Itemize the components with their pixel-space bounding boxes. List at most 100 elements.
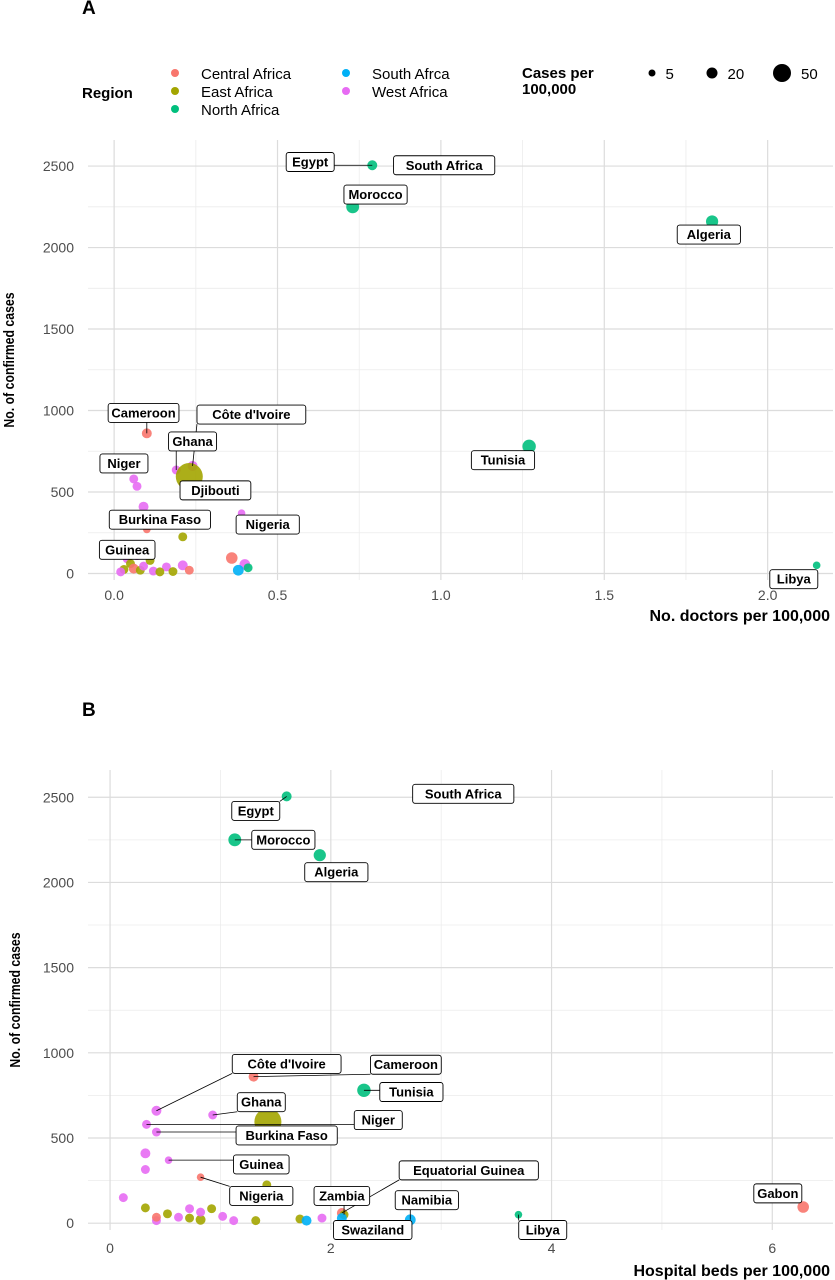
legend-label-central-africa: Central Africa	[201, 66, 292, 83]
legend-size-key-50	[773, 64, 791, 82]
point	[132, 481, 142, 491]
point	[207, 1204, 217, 1214]
panel-b: B 0 2 4 6 0 500 1000 1500 2000 2500 Hospital beds p…	[7, 700, 833, 1280]
x-tick-label: 1.5	[595, 587, 615, 603]
point	[218, 1211, 228, 1221]
label-box-tunisia	[470, 450, 536, 471]
label-guinea: Guinea	[105, 542, 150, 557]
point-libya	[812, 561, 821, 570]
label-box-niger	[99, 453, 149, 474]
label-tunisia: Tunisia	[481, 453, 526, 468]
label-leader-cameroon	[253, 1073, 371, 1078]
label-box-south-africa	[412, 783, 515, 804]
legend-label-north-africa: North Africa	[201, 102, 280, 119]
point	[196, 1207, 206, 1217]
x-tick-label: 1.0	[431, 587, 451, 603]
point	[232, 564, 244, 576]
label-box-nigeria	[229, 1185, 294, 1206]
legend-label-south-afrca: South Afrca	[372, 66, 450, 83]
point	[229, 1216, 239, 1226]
legend-region-title: Region	[82, 85, 133, 102]
label-cameroon: Cameroon	[111, 405, 175, 420]
label-cameroon: Cameroon	[374, 1057, 438, 1072]
y-tick-label: 1500	[43, 321, 74, 337]
y-tick-label: 500	[51, 1130, 75, 1146]
x-tick-label: 2.0	[758, 587, 778, 603]
x-axis-title: Hospital beds per 100,000	[633, 1263, 830, 1280]
points	[116, 159, 821, 577]
point	[251, 1216, 261, 1226]
label-libya: Libya	[526, 1223, 561, 1238]
label-box-ghana	[168, 431, 218, 452]
point	[177, 560, 188, 571]
legend-key-east-africa	[171, 87, 179, 95]
label-burkina-faso: Burkina Faso	[245, 1128, 327, 1143]
label-c-te-d-ivoire: Côte d'Ivoire	[212, 407, 290, 422]
legend-label-west-africa: West Africa	[372, 84, 448, 101]
label-box-ghana	[236, 1092, 286, 1113]
label-box-zambia	[313, 1185, 371, 1206]
label-guinea: Guinea	[239, 1157, 284, 1172]
label-leader-egypt	[279, 796, 287, 802]
label-box-guinea	[98, 539, 156, 560]
panel-a: A 0.0 0.5 1.0 1.5 2.0 0 500 1000 1500 2000 2500 No. …	[1, 0, 833, 625]
legend-size-label-50: 50	[801, 66, 818, 83]
x-tick-label: 0.5	[268, 587, 288, 603]
y-tick-label: 1500	[43, 960, 74, 976]
gridlines	[88, 140, 833, 580]
label-box-namibia	[394, 1190, 459, 1211]
label-egypt: Egypt	[292, 155, 329, 170]
legend-size-label-20: 20	[728, 66, 745, 83]
label-nigeria: Nigeria	[239, 1188, 284, 1203]
point	[140, 1148, 151, 1159]
point-tunisia	[522, 439, 536, 454]
label-libya: Libya	[777, 572, 812, 587]
y-tick-label: 1000	[43, 1045, 74, 1061]
point-burkina-faso	[138, 501, 149, 512]
label-box-egypt	[285, 152, 335, 172]
label-box-burkina-faso	[108, 509, 211, 530]
y-axis-title: No. of confirmed cases	[7, 932, 23, 1068]
point-algeria	[705, 215, 719, 228]
point	[184, 565, 194, 575]
label-c-te-d-ivoire: Côte d'Ivoire	[248, 1056, 326, 1071]
label-niger: Niger	[362, 1113, 395, 1128]
point	[301, 1215, 312, 1226]
legend-size-key-20	[706, 67, 718, 79]
point	[195, 1214, 206, 1225]
label-box-nigeria	[235, 514, 300, 535]
y-tick-label: 2500	[43, 789, 74, 805]
label-box-gabon	[753, 1183, 803, 1204]
point	[185, 1213, 195, 1223]
x-axis-title: No. doctors per 100,000	[649, 608, 830, 625]
label-algeria: Algeria	[314, 865, 359, 880]
y-axis-title: No. of confirmed cases	[1, 292, 17, 428]
label-box-equatorial-guinea	[398, 1160, 539, 1181]
legend-size-key-5	[648, 69, 656, 77]
y-tick-label: 0	[66, 1215, 74, 1231]
legend-key-north-africa	[171, 105, 179, 113]
point	[148, 566, 158, 576]
label-niger: Niger	[107, 456, 140, 471]
label-nigeria: Nigeria	[246, 517, 291, 532]
label-box-algeria	[304, 862, 369, 883]
y-tick-label: 2500	[43, 158, 74, 174]
x-tick-label: 4	[548, 1240, 556, 1256]
label-algeria: Algeria	[687, 227, 732, 242]
point	[139, 561, 149, 571]
legend-size-label-5: 5	[666, 66, 674, 83]
point-libya	[514, 1210, 523, 1219]
point	[168, 567, 178, 576]
legend-key-west-africa	[342, 87, 350, 95]
label-leader-equatorial-guinea	[341, 1179, 400, 1214]
point-niger	[129, 474, 139, 484]
label-box-libya	[518, 1220, 568, 1240]
point	[317, 1213, 327, 1223]
point	[185, 1204, 195, 1214]
point-labels: Egypt South Africa Morocco Algeria Tunisia Li…	[146, 783, 803, 1240]
label-swaziland: Swaziland	[341, 1223, 404, 1238]
label-namibia: Namibia	[402, 1193, 453, 1208]
label-ghana: Ghana	[172, 434, 213, 449]
